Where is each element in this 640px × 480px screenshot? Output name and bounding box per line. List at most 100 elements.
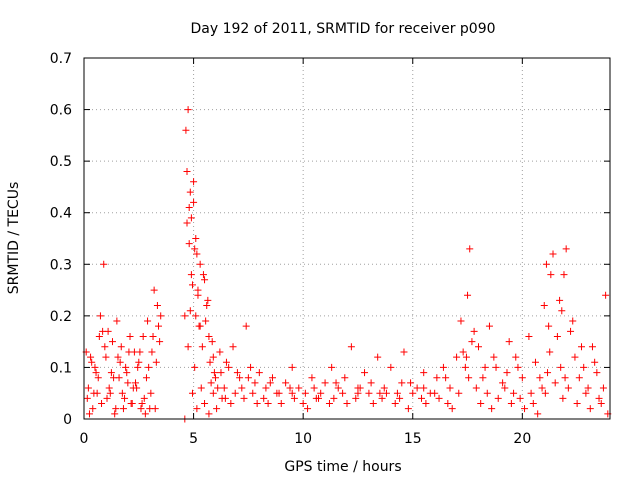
data-point — [304, 405, 312, 413]
data-point — [418, 394, 426, 402]
data-point — [193, 250, 201, 258]
data-point — [288, 389, 296, 397]
y-tick-label: 0.5 — [50, 154, 72, 170]
data-point — [308, 374, 316, 382]
data-point — [94, 374, 102, 382]
data-point — [116, 358, 124, 366]
data-point — [468, 338, 476, 346]
data-point — [247, 363, 255, 371]
data-point — [145, 363, 153, 371]
data-point — [231, 389, 239, 397]
data-point — [124, 379, 132, 387]
data-point — [139, 332, 147, 340]
data-point — [277, 400, 285, 408]
plot-frame — [83, 57, 611, 420]
data-point — [541, 389, 549, 397]
data-point — [190, 178, 198, 186]
data-point — [187, 214, 195, 222]
data-point — [369, 400, 377, 408]
data-point — [153, 302, 161, 310]
data-point — [588, 343, 596, 351]
data-point — [573, 400, 581, 408]
data-point — [201, 400, 209, 408]
data-point — [203, 302, 211, 310]
data-point — [545, 322, 553, 330]
data-point — [561, 374, 569, 382]
data-point — [422, 400, 430, 408]
y-tick-label: 0.2 — [50, 309, 72, 325]
data-point — [87, 353, 95, 361]
data-point — [125, 348, 133, 356]
data-point — [205, 332, 213, 340]
data-point — [398, 379, 406, 387]
data-point — [127, 400, 135, 408]
data-point — [150, 286, 158, 294]
data-point — [262, 384, 270, 392]
data-point — [220, 384, 228, 392]
data-point — [212, 374, 219, 382]
y-tick-label: 0 — [63, 412, 72, 428]
data-point — [191, 245, 199, 253]
data-point — [464, 291, 472, 299]
data-point — [122, 363, 130, 371]
data-point — [99, 327, 107, 335]
data-point — [92, 369, 100, 377]
data-point — [332, 379, 340, 387]
data-point — [121, 394, 129, 402]
data-point — [236, 374, 244, 382]
data-point — [233, 369, 241, 377]
data-point — [325, 400, 333, 408]
data-point — [507, 400, 515, 408]
data-point — [255, 369, 263, 377]
data-point — [556, 296, 564, 304]
data-point — [249, 389, 257, 397]
data-point — [186, 188, 194, 196]
data-point — [182, 126, 190, 134]
data-point — [512, 353, 520, 361]
data-point — [96, 312, 104, 320]
data-point — [105, 384, 113, 392]
data-point — [312, 394, 320, 402]
data-point — [88, 358, 96, 366]
data-point — [361, 369, 369, 377]
data-point — [213, 405, 221, 413]
data-point — [181, 312, 189, 320]
data-point — [202, 317, 210, 325]
data-point — [141, 410, 149, 418]
data-point — [184, 343, 192, 351]
data-point — [111, 410, 119, 418]
axis-ticks — [83, 57, 610, 420]
x-tick-label: 5 — [189, 431, 198, 447]
data-point — [301, 389, 309, 397]
data-point — [557, 363, 565, 371]
data-point — [286, 384, 294, 392]
data-point — [187, 271, 195, 279]
data-point — [378, 394, 386, 402]
data-point — [413, 384, 421, 392]
data-point — [84, 384, 92, 392]
data-point — [339, 389, 347, 397]
data-point — [470, 327, 478, 335]
data-point — [544, 369, 552, 377]
data-point — [393, 389, 401, 397]
data-point — [472, 384, 480, 392]
data-point — [562, 245, 570, 253]
data-point — [183, 219, 191, 227]
data-point — [103, 394, 111, 402]
data-point — [132, 379, 140, 387]
data-point — [221, 394, 229, 402]
data-point — [240, 394, 248, 402]
x-tick-labels: 0 5 10 15 20 — [80, 431, 532, 447]
x-tick-label: 20 — [513, 431, 531, 447]
data-point — [435, 394, 443, 402]
data-point — [442, 374, 450, 382]
data-point — [310, 384, 318, 392]
data-point — [558, 307, 566, 315]
x-tick-label: 15 — [404, 431, 422, 447]
data-point — [199, 271, 207, 279]
data-point — [490, 353, 498, 361]
data-point — [404, 405, 412, 413]
data-point — [599, 384, 607, 392]
data-point — [268, 374, 276, 382]
